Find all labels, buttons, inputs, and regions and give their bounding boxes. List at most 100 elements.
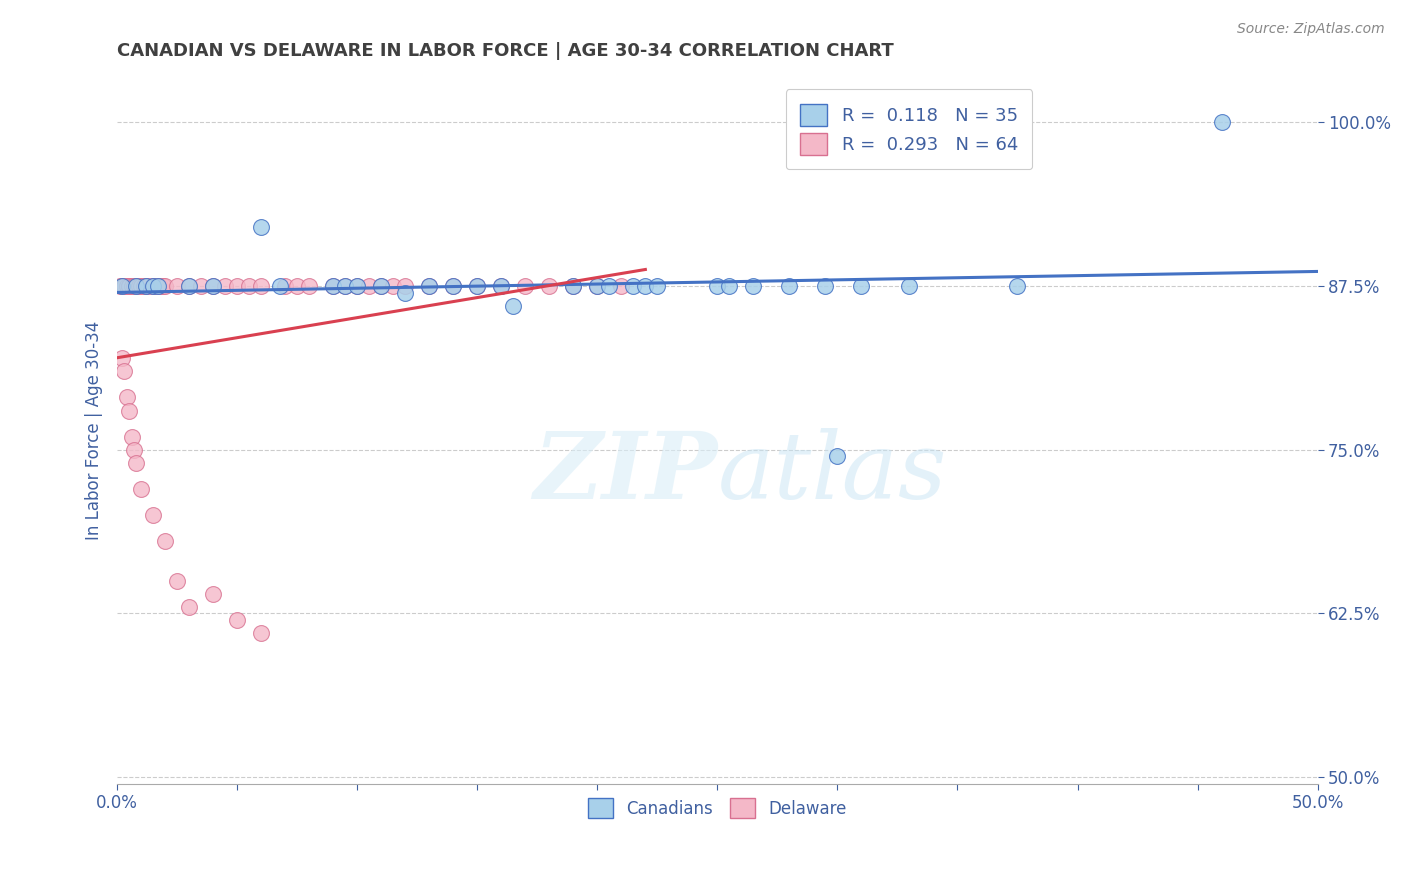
Point — [149, 279, 172, 293]
Point — [1211, 115, 1233, 129]
Point — [118, 279, 141, 293]
Point — [142, 279, 165, 293]
Point — [814, 279, 837, 293]
Point — [394, 279, 416, 293]
Point — [285, 279, 308, 293]
Point — [742, 279, 765, 293]
Point — [346, 279, 368, 293]
Point — [118, 279, 141, 293]
Point — [491, 279, 513, 293]
Point — [108, 279, 131, 293]
Point — [647, 279, 669, 293]
Point — [129, 482, 152, 496]
Point — [111, 279, 134, 293]
Point — [214, 279, 236, 293]
Point — [1007, 279, 1029, 293]
Point — [202, 279, 225, 293]
Y-axis label: In Labor Force | Age 30-34: In Labor Force | Age 30-34 — [86, 320, 103, 540]
Point — [138, 279, 160, 293]
Text: CANADIAN VS DELAWARE IN LABOR FORCE | AGE 30-34 CORRELATION CHART: CANADIAN VS DELAWARE IN LABOR FORCE | AG… — [117, 42, 894, 60]
Point — [898, 279, 921, 293]
Point — [322, 279, 344, 293]
Point — [382, 279, 405, 293]
Point — [441, 279, 464, 293]
Text: Source: ZipAtlas.com: Source: ZipAtlas.com — [1237, 22, 1385, 37]
Point — [146, 279, 169, 293]
Point — [179, 279, 201, 293]
Point — [827, 450, 849, 464]
Point — [179, 279, 201, 293]
Point — [202, 587, 225, 601]
Point — [128, 279, 150, 293]
Point — [125, 456, 148, 470]
Point — [370, 279, 392, 293]
Point — [115, 391, 138, 405]
Point — [121, 279, 143, 293]
Point — [634, 279, 657, 293]
Point — [152, 279, 174, 293]
Point — [394, 285, 416, 300]
Point — [122, 279, 145, 293]
Point — [118, 403, 141, 417]
Point — [598, 279, 620, 293]
Point — [465, 279, 488, 293]
Point — [111, 279, 134, 293]
Point — [706, 279, 728, 293]
Point — [122, 442, 145, 457]
Point — [346, 279, 368, 293]
Point — [562, 279, 585, 293]
Point — [418, 279, 440, 293]
Text: atlas: atlas — [717, 427, 946, 517]
Point — [153, 534, 176, 549]
Point — [851, 279, 873, 293]
Point — [621, 279, 644, 293]
Point — [145, 279, 167, 293]
Point — [111, 351, 134, 366]
Point — [465, 279, 488, 293]
Point — [274, 279, 297, 293]
Point — [562, 279, 585, 293]
Text: ZIP: ZIP — [533, 427, 717, 517]
Point — [112, 279, 135, 293]
Point — [142, 508, 165, 523]
Point — [250, 626, 273, 640]
Point — [112, 364, 135, 378]
Point — [491, 279, 513, 293]
Point — [250, 220, 273, 235]
Point — [586, 279, 609, 293]
Point — [441, 279, 464, 293]
Point — [121, 430, 143, 444]
Point — [298, 279, 321, 293]
Legend: Canadians, Delaware: Canadians, Delaware — [582, 791, 853, 825]
Point — [250, 279, 273, 293]
Point — [132, 279, 155, 293]
Point — [610, 279, 633, 293]
Point — [146, 279, 169, 293]
Point — [322, 279, 344, 293]
Point — [226, 279, 249, 293]
Point — [359, 279, 381, 293]
Point — [515, 279, 537, 293]
Point — [142, 279, 165, 293]
Point — [190, 279, 212, 293]
Point — [135, 279, 157, 293]
Point — [335, 279, 357, 293]
Point — [502, 299, 524, 313]
Point — [166, 574, 188, 588]
Point — [370, 279, 392, 293]
Point — [418, 279, 440, 293]
Point — [153, 279, 176, 293]
Point — [586, 279, 609, 293]
Point — [238, 279, 260, 293]
Point — [142, 279, 165, 293]
Point — [179, 599, 201, 614]
Point — [115, 279, 138, 293]
Point — [718, 279, 741, 293]
Point — [226, 613, 249, 627]
Point — [135, 279, 157, 293]
Point — [538, 279, 561, 293]
Point — [335, 279, 357, 293]
Point — [125, 279, 148, 293]
Point — [125, 279, 148, 293]
Point — [129, 279, 152, 293]
